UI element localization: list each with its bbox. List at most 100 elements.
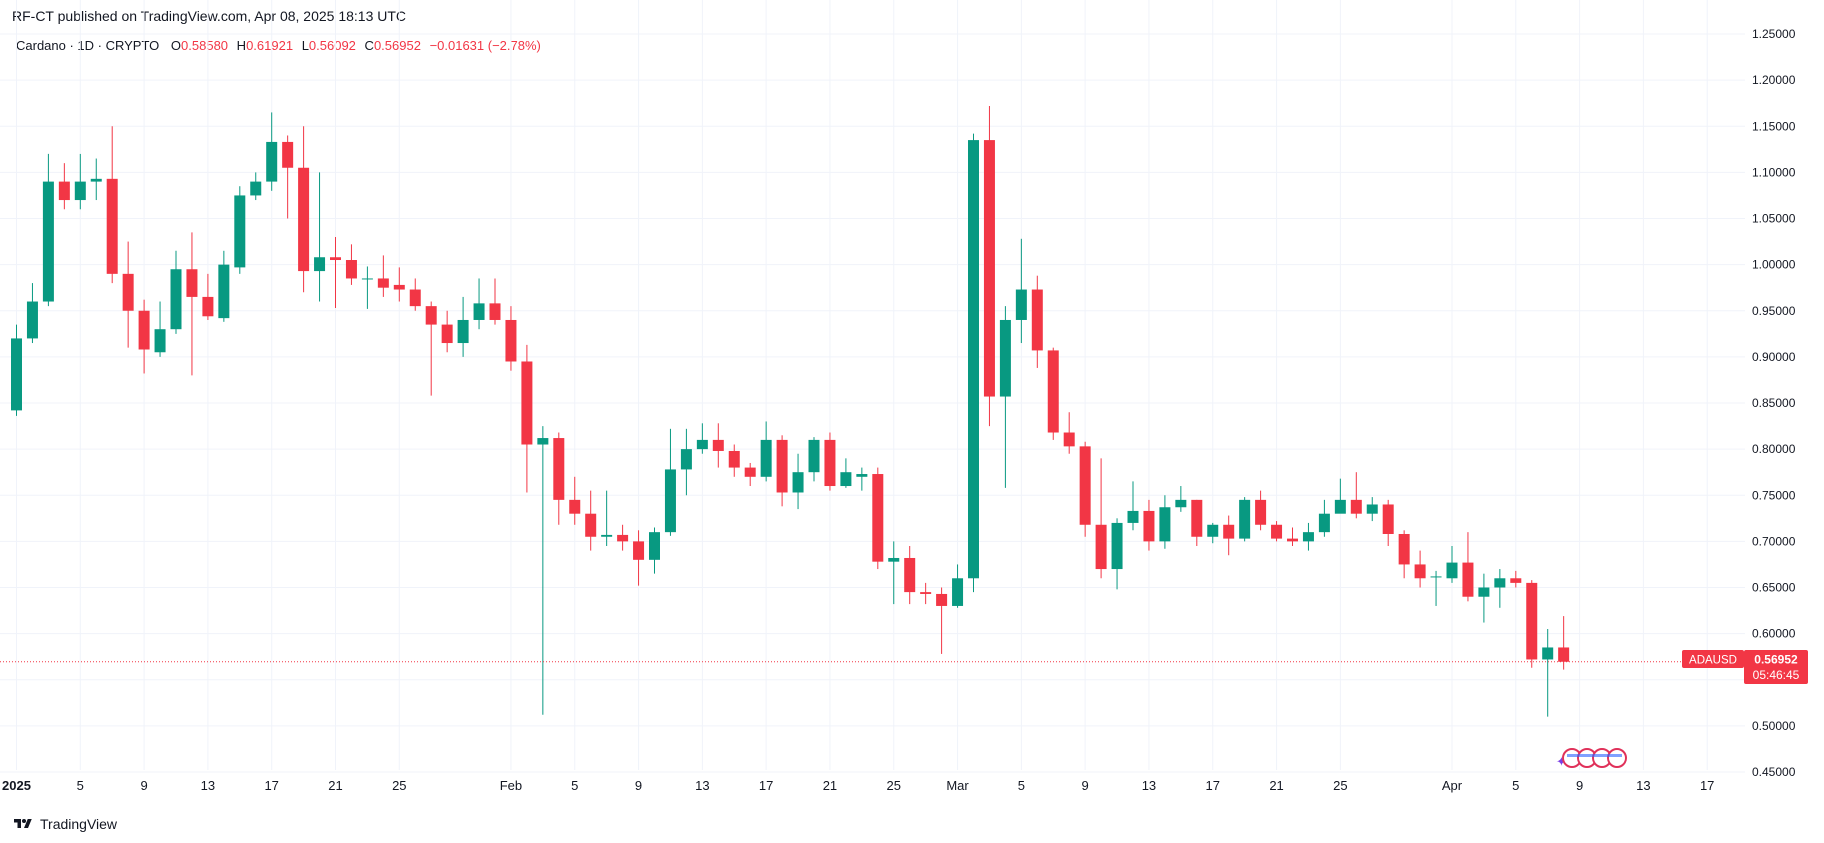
time-axis-label: 25: [392, 778, 406, 793]
candle-body: [856, 474, 868, 477]
legend-open-value: 0.58580: [181, 38, 229, 53]
candle-body: [1175, 499, 1187, 508]
legend-high-value: 0.61921: [246, 38, 294, 53]
tradingview-footer[interactable]: TradingView: [12, 816, 117, 832]
candle: [282, 135, 294, 219]
candle: [457, 296, 469, 357]
price-tag-bg: [1744, 650, 1808, 684]
price-axis[interactable]: 1.25000 1.20000 1.15000 1.10000 1.05000 1.000…: [1752, 27, 1796, 779]
price-axis-label: 0.75000: [1752, 488, 1796, 502]
candle-body: [1366, 504, 1378, 514]
flag-event-icon[interactable]: [1607, 748, 1627, 768]
legend-low-value: 0.56092: [308, 38, 356, 53]
candle-body: [728, 450, 740, 468]
legend-change: −0.01631 (−2.78%): [429, 38, 541, 53]
candle: [393, 267, 405, 302]
candle-body: [170, 269, 182, 330]
candle: [11, 324, 22, 416]
candle-body: [106, 178, 118, 274]
candle: [952, 564, 964, 608]
candle-body: [888, 557, 900, 562]
chart-grid: [0, 0, 1745, 773]
event-markers[interactable]: ✦: [1556, 748, 1627, 769]
candle: [649, 527, 660, 574]
sparkle-icon[interactable]: ✦: [1556, 754, 1567, 769]
time-axis-label: 13: [695, 778, 709, 793]
candle-body: [680, 449, 692, 470]
candle-body: [154, 329, 166, 353]
candle: [154, 301, 166, 357]
candle-body: [1063, 432, 1075, 447]
candle: [26, 283, 38, 344]
price-axis-label: 0.60000: [1752, 627, 1796, 641]
candle-body: [744, 467, 756, 477]
candle: [74, 153, 86, 210]
candle: [760, 421, 772, 482]
candle: [1318, 499, 1330, 537]
price-axis-label: 0.85000: [1752, 396, 1796, 410]
candle-body: [1526, 582, 1538, 660]
candle-body: [138, 310, 150, 350]
candle-body: [1318, 513, 1330, 533]
candle-body: [601, 534, 613, 537]
price-axis-label: 1.10000: [1752, 165, 1796, 179]
candle-body: [553, 438, 565, 500]
candle: [521, 344, 533, 493]
price-tag-value: 0.56952: [1754, 653, 1798, 667]
time-axis-label: 17: [264, 778, 278, 793]
candle-body: [425, 306, 437, 325]
candle: [42, 153, 54, 307]
candle: [441, 310, 453, 353]
time-axis-label: 21: [823, 778, 837, 793]
candle-body: [1031, 289, 1043, 351]
price-axis-label: 0.90000: [1752, 350, 1796, 364]
legend-symbol[interactable]: Cardano · 1D · CRYPTO: [16, 38, 160, 53]
price-axis-label: 0.80000: [1752, 442, 1796, 456]
candle-body: [441, 324, 453, 344]
candle-body: [282, 141, 294, 168]
candle-body: [521, 361, 533, 445]
candle: [888, 541, 900, 605]
candle: [505, 306, 517, 371]
candle-body: [872, 474, 884, 562]
candle: [218, 250, 230, 322]
time-axis-label: 25: [1333, 778, 1347, 793]
candle: [728, 444, 740, 477]
candle-body: [361, 278, 373, 280]
candle: [553, 432, 565, 525]
candle: [904, 545, 916, 605]
candle-body: [1510, 578, 1522, 583]
candle: [1127, 481, 1139, 531]
candle: [983, 105, 995, 427]
price-axis-label: 1.15000: [1752, 119, 1796, 133]
time-axis-label: 21: [1269, 778, 1283, 793]
time-axis-label: 2025: [2, 778, 31, 793]
time-axis[interactable]: 2025 5 9 13 17 21 25 Feb 5 9 13 17 21 25 Mar 5 9 13 17 21 25…: [2, 778, 1714, 793]
candle: [1302, 522, 1314, 551]
candle: [1382, 499, 1394, 546]
price-axis-label: 0.45000: [1752, 765, 1796, 779]
candle-body: [776, 439, 788, 493]
candle: [361, 266, 373, 309]
candle-body: [1334, 499, 1346, 514]
candle: [266, 112, 278, 191]
candle-body: [1159, 507, 1171, 542]
candle-body: [298, 167, 310, 272]
candle-body: [1255, 499, 1267, 525]
candle: [1558, 616, 1570, 670]
candle: [1334, 478, 1346, 514]
candle-body: [409, 289, 421, 307]
price-axis-label: 1.20000: [1752, 73, 1796, 87]
candle: [1430, 570, 1442, 606]
candle: [712, 423, 724, 468]
candle-body: [696, 439, 708, 450]
candlestick-chart[interactable]: 1.25000 1.20000 1.15000 1.10000 1.05000 1.000…: [0, 0, 1824, 800]
candle-body: [26, 301, 38, 339]
candle: [1175, 486, 1187, 512]
candle-body: [1271, 524, 1283, 539]
candle-body: [1223, 524, 1235, 539]
candle: [585, 490, 597, 551]
candle-body: [1382, 504, 1394, 534]
price-axis-label: 1.00000: [1752, 258, 1796, 272]
candle-body: [904, 557, 916, 593]
